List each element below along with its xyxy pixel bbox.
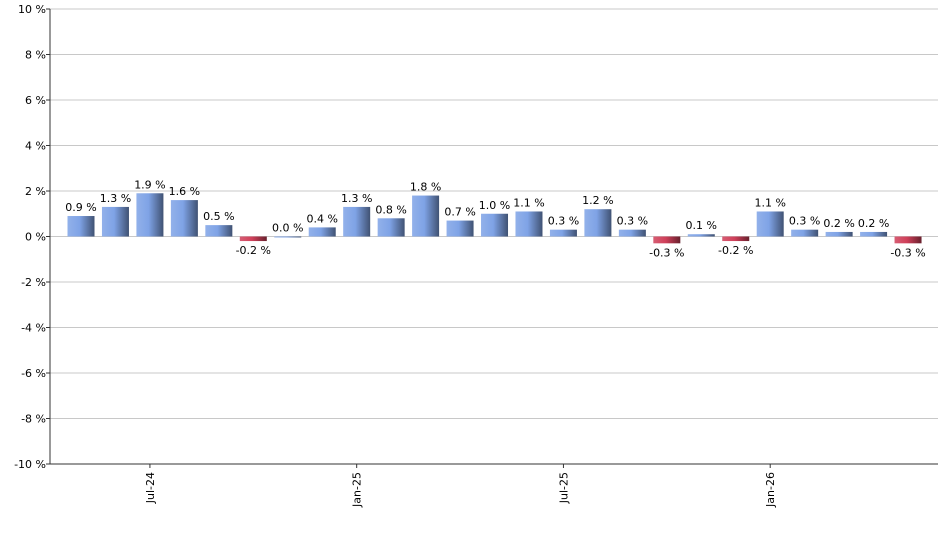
bar [481, 213, 509, 237]
bar [549, 229, 577, 237]
data-label: 1.6 % [169, 185, 200, 198]
data-label: 0.3 % [548, 215, 579, 228]
data-label: 1.1 % [754, 196, 785, 209]
y-tick-label: -2 % [21, 276, 46, 289]
data-label: 1.1 % [513, 196, 544, 209]
y-tick-label: 10 % [18, 3, 46, 16]
y-tick-label: -8 % [21, 413, 46, 426]
y-tick-label: 6 % [25, 94, 46, 107]
data-label: 1.0 % [479, 199, 510, 212]
data-label: 1.3 % [341, 192, 372, 205]
x-tick-label: Jul-25 [557, 472, 570, 504]
data-label: 0.7 % [444, 206, 475, 219]
bar [67, 216, 95, 237]
bar [756, 211, 784, 237]
data-label: 1.8 % [410, 181, 441, 194]
bar [446, 220, 474, 237]
y-tick-label: 8 % [25, 49, 46, 62]
data-label: 0.9 % [65, 201, 96, 214]
bar [101, 206, 129, 237]
bar [584, 209, 612, 237]
bar [894, 236, 922, 244]
bar [377, 218, 405, 237]
data-label: 0.0 % [272, 222, 303, 235]
bar [412, 195, 440, 237]
data-label: -0.3 % [649, 246, 684, 259]
data-label: 0.2 % [858, 217, 889, 230]
bar [274, 236, 302, 238]
y-tick-label: -6 % [21, 367, 46, 380]
data-label: 0.3 % [617, 215, 648, 228]
data-label: -0.2 % [718, 244, 753, 257]
data-label: 1.9 % [134, 178, 165, 191]
x-tick-label: Jan-25 [351, 472, 364, 508]
data-label: 0.8 % [375, 203, 406, 216]
y-tick-label: -4 % [21, 322, 46, 335]
x-tick-label: Jul-24 [144, 472, 157, 504]
bar [136, 193, 164, 237]
bar [515, 211, 543, 237]
data-label: 1.3 % [100, 192, 131, 205]
bar [722, 236, 750, 242]
data-label: -0.2 % [236, 244, 271, 257]
bar [618, 229, 646, 237]
bar [205, 225, 233, 237]
bar [687, 234, 715, 237]
bar [825, 231, 853, 237]
bar [170, 200, 198, 237]
data-label: 0.1 % [686, 219, 717, 232]
data-label: 0.4 % [306, 212, 337, 225]
bar [308, 227, 336, 237]
y-tick-label: 0 % [25, 231, 46, 244]
bar [860, 231, 888, 237]
bar [343, 206, 371, 237]
data-label: 0.2 % [823, 217, 854, 230]
y-tick-label: 4 % [25, 140, 46, 153]
bar [239, 236, 267, 242]
y-tick-label: 2 % [25, 185, 46, 198]
data-label: 0.3 % [789, 215, 820, 228]
y-tick-label: -10 % [14, 458, 46, 471]
data-label: -0.3 % [890, 246, 925, 259]
data-label: 1.2 % [582, 194, 613, 207]
data-label: 0.5 % [203, 210, 234, 223]
bar [791, 229, 819, 237]
x-tick-label: Jan-26 [764, 472, 777, 508]
bar [653, 236, 681, 244]
